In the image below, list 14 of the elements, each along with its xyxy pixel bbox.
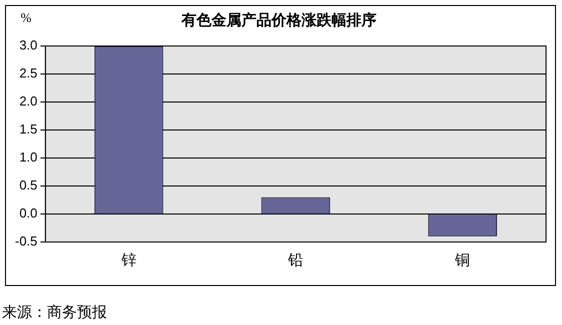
y-tick-label: 1.0 xyxy=(19,150,38,165)
y-tick-label: 1.5 xyxy=(19,122,38,137)
y-tick-label: 3.0 xyxy=(19,38,38,53)
y-tick-label: 0.5 xyxy=(19,178,38,193)
chart-title: 有色金属产品价格涨跌幅排序 xyxy=(180,10,376,29)
x-tick-label: 锌 xyxy=(120,252,136,269)
y-tick-label: -0.5 xyxy=(14,234,38,249)
y-tick-label: 0.0 xyxy=(19,206,38,221)
source-note: 来源：商务预报 xyxy=(2,304,107,321)
y-axis-title: % xyxy=(20,10,32,25)
y-tick-label: 2.5 xyxy=(19,66,38,81)
x-tick-label: 铅 xyxy=(287,252,304,269)
x-tick-label: 铜 xyxy=(454,252,470,269)
y-tick-label: 2.0 xyxy=(19,94,38,109)
